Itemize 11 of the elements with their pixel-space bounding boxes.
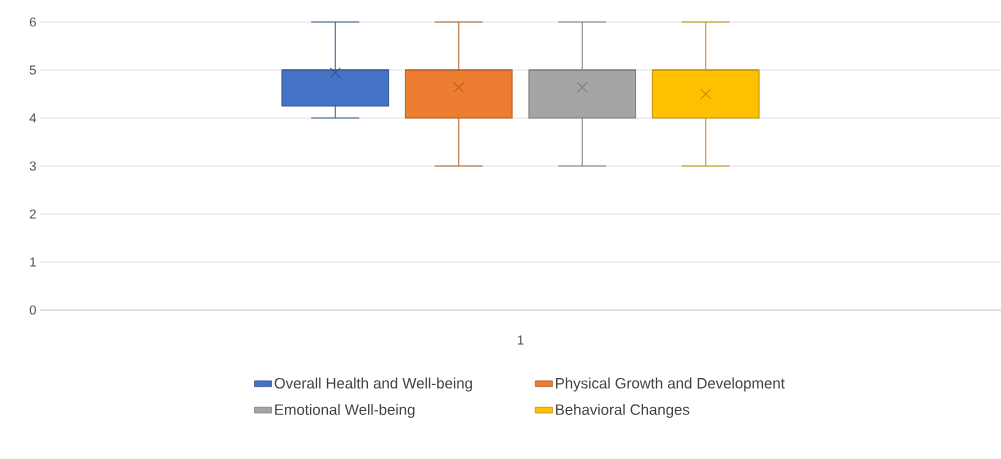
legend-label: Emotional Well-being <box>275 403 415 418</box>
legend-label: Behavioral Changes <box>556 403 690 418</box>
y-tick-label: 3 <box>29 161 36 171</box>
y-tick-label: 4 <box>29 113 37 123</box>
y-tick-label: 6 <box>29 17 36 27</box>
y-tick-label: 2 <box>29 209 36 219</box>
legend-label: Physical Growth and Development <box>556 377 785 392</box>
y-tick-label: 5 <box>29 65 36 75</box>
y-tick-label: 1 <box>30 257 36 267</box>
legend-label: Overall Health and Well-being <box>274 377 472 392</box>
y-tick-label: 0 <box>29 305 36 315</box>
